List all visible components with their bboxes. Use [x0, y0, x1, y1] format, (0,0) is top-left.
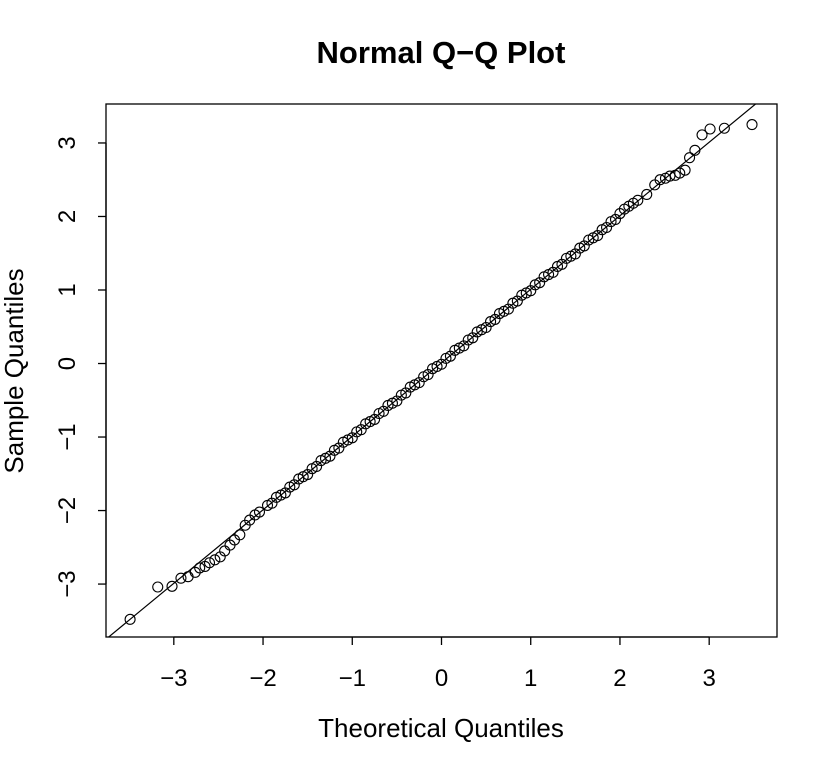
y-tick-label: 0	[54, 357, 81, 370]
point	[746, 119, 758, 131]
point	[718, 122, 730, 134]
point	[182, 571, 194, 583]
point	[679, 164, 691, 176]
point	[203, 557, 216, 569]
x-tick-label: −3	[160, 665, 187, 692]
y-axis-label: Sample Quantiles	[0, 268, 29, 473]
x-tick-label: 0	[435, 665, 448, 692]
point	[175, 572, 187, 584]
point	[704, 123, 716, 135]
y-tick-label: −1	[54, 423, 81, 450]
x-tick-label: −1	[339, 665, 366, 692]
point	[641, 188, 653, 200]
reference-line	[107, 104, 757, 637]
point	[684, 152, 696, 164]
y-tick-label: 2	[54, 210, 81, 223]
y-tick-label: 3	[54, 136, 81, 149]
point	[654, 174, 666, 186]
y-tick-label: −3	[54, 570, 81, 597]
chart-title: Normal Q−Q Plot	[317, 35, 566, 70]
point	[253, 506, 266, 518]
point	[166, 580, 178, 592]
point	[234, 529, 246, 541]
point	[696, 129, 708, 141]
x-tick-label: −2	[249, 665, 276, 692]
x-tick-label: 3	[703, 665, 716, 692]
point	[209, 554, 221, 566]
point	[664, 170, 676, 182]
point	[124, 613, 136, 625]
x-tick-label: 2	[613, 665, 626, 692]
point	[632, 194, 644, 206]
x-tick-label: 1	[524, 665, 537, 692]
point	[674, 167, 686, 179]
plot-area	[107, 104, 758, 637]
point	[152, 581, 164, 593]
y-tick-label: 1	[54, 283, 81, 296]
y-tick-label: −2	[54, 497, 81, 524]
x-axis-label: Theoretical Quantiles	[318, 713, 564, 743]
point	[194, 562, 206, 574]
